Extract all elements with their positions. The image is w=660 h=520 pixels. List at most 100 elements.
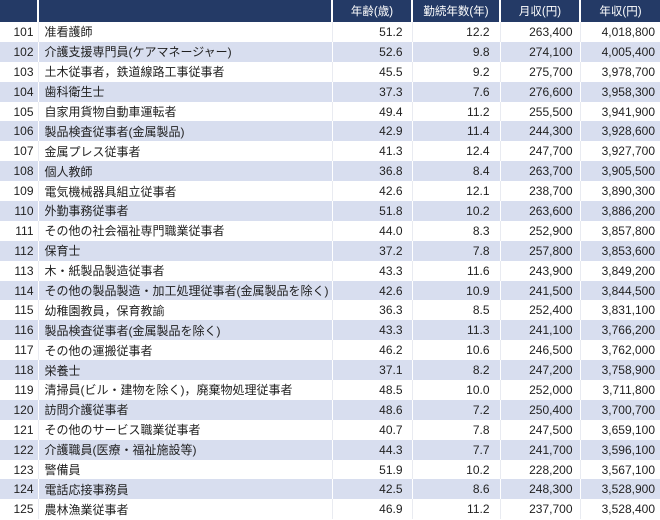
rank-cell: 122 <box>0 439 38 460</box>
table-row: 110 外勤事務従事者 51.8 10.2 263,600 3,886,200 <box>0 201 660 221</box>
rank-cell: 117 <box>0 340 38 361</box>
tenure-cell: 9.2 <box>411 61 500 82</box>
occupation-cell: 歯科衛生士 <box>37 81 332 102</box>
rank-cell: 104 <box>0 81 38 102</box>
annual-pay-cell: 3,831,100 <box>579 300 660 321</box>
table-row: 125 農林漁業従事者 46.9 11.2 237,700 3,528,400 <box>0 499 660 520</box>
annual-pay-cell: 3,928,600 <box>579 121 660 142</box>
age-cell: 51.9 <box>331 459 412 480</box>
table-row: 117 その他の運搬従事者 46.2 10.6 246,500 3,762,00… <box>0 340 660 361</box>
occupation-cell: その他の社会福祉専門職業従事者 <box>37 220 332 241</box>
age-cell: 36.8 <box>331 161 412 182</box>
table-row: 108 個人教師 36.8 8.4 263,700 3,905,500 <box>0 161 660 182</box>
monthly-pay-cell: 263,600 <box>499 201 580 221</box>
rank-cell: 101 <box>0 22 38 42</box>
age-cell: 46.9 <box>331 499 412 520</box>
age-cell: 46.2 <box>331 340 412 361</box>
col-header-tenure: 勤続年数(年) <box>411 0 500 22</box>
rank-cell: 105 <box>0 101 38 122</box>
tenure-cell: 11.3 <box>411 320 500 341</box>
tenure-cell: 8.5 <box>411 300 500 321</box>
monthly-pay-cell: 255,500 <box>499 101 580 122</box>
table-row: 118 栄養士 37.1 8.2 247,200 3,758,900 <box>0 360 660 381</box>
occupation-cell: 木・紙製品製造従事者 <box>37 260 332 281</box>
rank-cell: 118 <box>0 360 38 381</box>
tenure-cell: 10.6 <box>411 340 500 361</box>
table-row: 106 製品検査従事者(金属製品) 42.9 11.4 244,300 3,92… <box>0 121 660 142</box>
table-row: 103 土木従事者，鉄道線路工事従事者 45.5 9.2 275,700 3,9… <box>0 61 660 82</box>
age-cell: 42.9 <box>331 121 412 142</box>
occupation-cell: 介護支援専門員(ケアマネージャー) <box>37 41 332 62</box>
age-cell: 37.3 <box>331 81 412 102</box>
age-cell: 37.2 <box>331 240 412 261</box>
monthly-pay-cell: 252,400 <box>499 300 580 321</box>
table-row: 115 幼稚園教員，保育教諭 36.3 8.5 252,400 3,831,10… <box>0 300 660 321</box>
monthly-pay-cell: 238,700 <box>499 181 580 202</box>
occupation-cell: その他の運搬従事者 <box>37 340 332 361</box>
annual-pay-cell: 3,711,800 <box>579 380 660 400</box>
occupation-cell: 製品検査従事者(金属製品) <box>37 121 332 142</box>
monthly-pay-cell: 237,700 <box>499 499 580 520</box>
table-row: 101 准看護師 51.2 12.2 263,400 4,018,800 <box>0 22 660 42</box>
tenure-cell: 7.8 <box>411 240 500 261</box>
table-row: 123 警備員 51.9 10.2 228,200 3,567,100 <box>0 459 660 480</box>
col-header-monthly-pay: 月収(円) <box>499 0 580 22</box>
monthly-pay-cell: 247,200 <box>499 360 580 381</box>
table-row: 121 その他のサービス職業従事者 40.7 7.8 247,500 3,659… <box>0 419 660 440</box>
age-cell: 36.3 <box>331 300 412 321</box>
rank-cell: 124 <box>0 479 38 500</box>
annual-pay-cell: 3,857,800 <box>579 220 660 241</box>
rank-cell: 112 <box>0 240 38 261</box>
monthly-pay-cell: 275,700 <box>499 61 580 82</box>
monthly-pay-cell: 250,400 <box>499 399 580 420</box>
table-row: 109 電気機械器具組立従事者 42.6 12.1 238,700 3,890,… <box>0 181 660 202</box>
table-body: 101 准看護師 51.2 12.2 263,400 4,018,800 102… <box>0 22 660 520</box>
rank-cell: 119 <box>0 380 38 400</box>
annual-pay-cell: 3,958,300 <box>579 81 660 102</box>
monthly-pay-cell: 243,900 <box>499 260 580 281</box>
age-cell: 52.6 <box>331 41 412 62</box>
annual-pay-cell: 3,758,900 <box>579 360 660 381</box>
rank-cell: 102 <box>0 41 38 62</box>
occupation-cell: 訪問介護従事者 <box>37 399 332 420</box>
annual-pay-cell: 3,978,700 <box>579 61 660 82</box>
header-row: 年齢(歳) 勤続年数(年) 月収(円) 年収(円) <box>0 0 660 22</box>
table-row: 119 清掃員(ビル・建物を除く)，廃棄物処理従事者 48.5 10.0 252… <box>0 380 660 400</box>
tenure-cell: 7.7 <box>411 439 500 460</box>
occupation-cell: 金属プレス従事者 <box>37 141 332 162</box>
tenure-cell: 7.8 <box>411 419 500 440</box>
tenure-cell: 8.6 <box>411 479 500 500</box>
tenure-cell: 10.9 <box>411 280 500 301</box>
tenure-cell: 10.0 <box>411 380 500 400</box>
table-row: 107 金属プレス従事者 41.3 12.4 247,700 3,927,700 <box>0 141 660 162</box>
age-cell: 51.8 <box>331 201 412 221</box>
annual-pay-cell: 3,596,100 <box>579 439 660 460</box>
age-cell: 40.7 <box>331 419 412 440</box>
age-cell: 42.6 <box>331 181 412 202</box>
rank-cell: 115 <box>0 300 38 321</box>
tenure-cell: 10.2 <box>411 201 500 221</box>
table-row: 112 保育士 37.2 7.8 257,800 3,853,600 <box>0 240 660 261</box>
monthly-pay-cell: 274,100 <box>499 41 580 62</box>
table-row: 105 自家用貨物自動車運転者 49.4 11.2 255,500 3,941,… <box>0 101 660 122</box>
occupation-cell: 介護職員(医療・福祉施設等) <box>37 439 332 460</box>
occupation-cell: 土木従事者，鉄道線路工事従事者 <box>37 61 332 82</box>
rank-cell: 114 <box>0 280 38 301</box>
monthly-pay-cell: 276,600 <box>499 81 580 102</box>
tenure-cell: 8.4 <box>411 161 500 182</box>
age-cell: 42.5 <box>331 479 412 500</box>
occupation-cell: 警備員 <box>37 459 332 480</box>
occupation-cell: 製品検査従事者(金属製品を除く) <box>37 320 332 341</box>
rank-cell: 106 <box>0 121 38 142</box>
rank-cell: 113 <box>0 260 38 281</box>
age-cell: 37.1 <box>331 360 412 381</box>
table-row: 113 木・紙製品製造従事者 43.3 11.6 243,900 3,849,2… <box>0 260 660 281</box>
monthly-pay-cell: 263,400 <box>499 22 580 42</box>
occupation-cell: 清掃員(ビル・建物を除く)，廃棄物処理従事者 <box>37 380 332 400</box>
rank-cell: 107 <box>0 141 38 162</box>
age-cell: 43.3 <box>331 320 412 341</box>
table-header: 年齢(歳) 勤続年数(年) 月収(円) 年収(円) <box>0 0 660 22</box>
tenure-cell: 11.6 <box>411 260 500 281</box>
annual-pay-cell: 3,941,900 <box>579 101 660 122</box>
